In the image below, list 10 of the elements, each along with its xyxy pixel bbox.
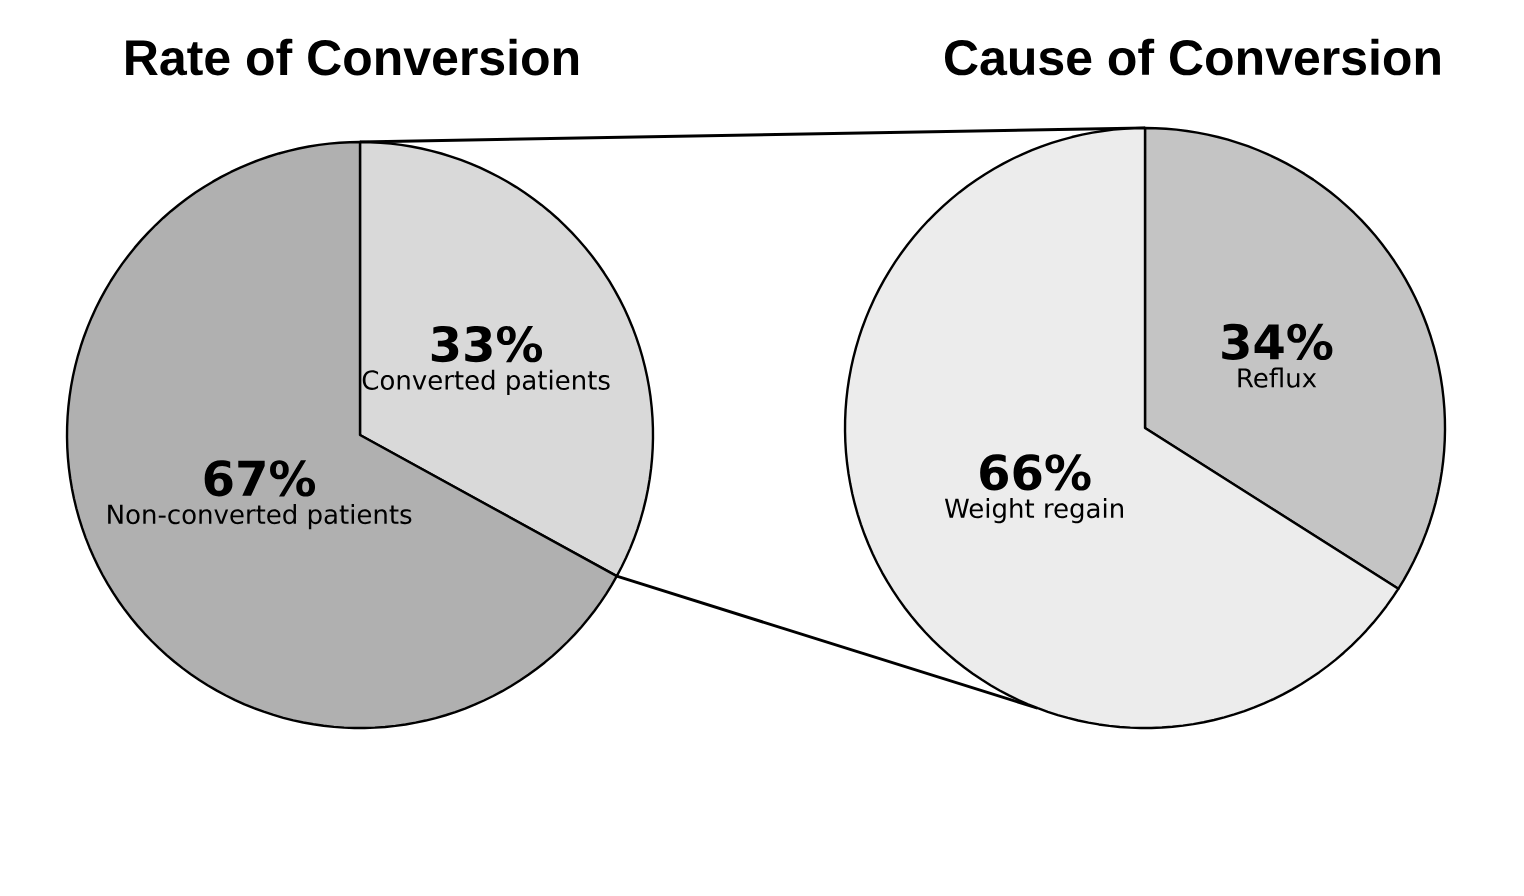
data-label: 34% [1222, 323, 1333, 361]
data-label: 66% [980, 454, 1091, 491]
slice-label: Converted patients [362, 369, 610, 395]
slice-label: Reflux [1238, 367, 1317, 388]
chart-title: Cause of Conversion [945, 38, 1440, 76]
slice-label: Weight regain [944, 498, 1123, 524]
chart-title: Rate of Conversion [126, 38, 579, 76]
slice-label: Non-converted patients [108, 504, 412, 530]
data-label: 67% [204, 460, 316, 497]
data-label: 33% [431, 325, 543, 363]
